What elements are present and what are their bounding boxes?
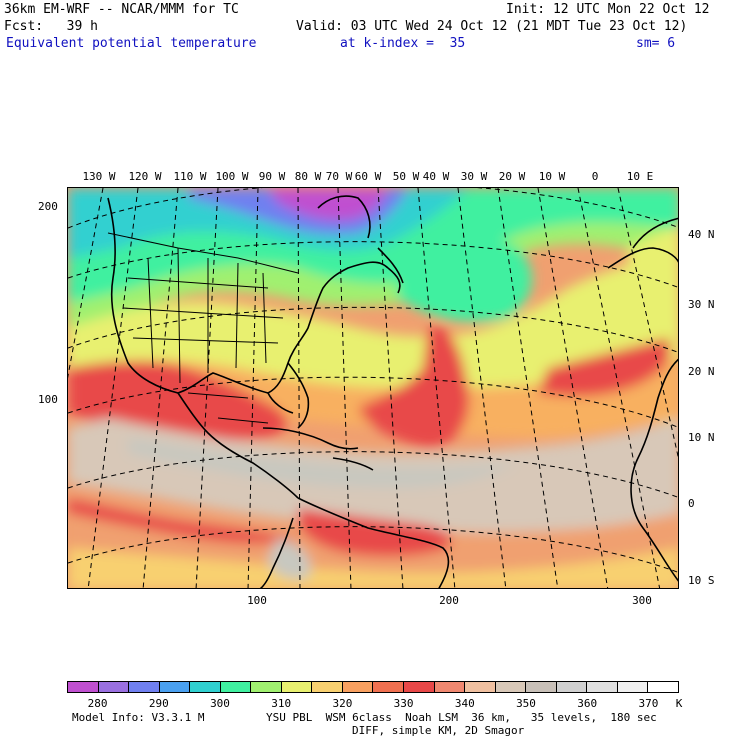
lon-label: 70 W <box>325 170 353 183</box>
lon-label: 10 E <box>626 170 654 183</box>
valid-time: Valid: 03 UTC Wed 24 Oct 12 (21 MDT Tue … <box>296 19 688 34</box>
colorbar-swatch <box>495 682 527 692</box>
forecast-hour: Fcst: 39 h <box>4 19 98 34</box>
grid-x-label-100: 100 <box>247 594 267 607</box>
colorbar-swatch <box>373 682 405 692</box>
colorbar-label: 320 <box>332 697 353 710</box>
physics-info: YSU PBL WSM 6class Noah LSM 36 km, 35 le… <box>266 711 657 724</box>
colorbar-swatch <box>617 682 649 692</box>
colorbar-swatch <box>68 682 99 692</box>
lon-label: 20 W <box>498 170 526 183</box>
grid-y-label-200: 200 <box>38 200 58 213</box>
colorbar-swatch <box>404 682 435 692</box>
graticule <box>68 188 678 588</box>
colorbar-label: 340 <box>454 697 475 710</box>
grid-x-label-200: 200 <box>439 594 459 607</box>
field-shading <box>68 188 678 588</box>
lon-label: 60 W <box>354 170 382 183</box>
colorbar-swatch <box>526 682 557 692</box>
political-borders <box>107 232 299 424</box>
colorbar-swatch <box>281 682 313 692</box>
lon-label: 40 W <box>422 170 450 183</box>
colorbar <box>67 681 679 693</box>
model-info: Model Info: V3.3.1 M <box>72 711 205 724</box>
colorbar-swatch <box>556 682 588 692</box>
colorbar-swatch <box>251 682 282 692</box>
colorbar-swatch <box>342 682 374 692</box>
lon-label: 110 W <box>173 170 207 183</box>
lon-label: 50 W <box>392 170 420 183</box>
colorbar-label: 360 <box>577 697 598 710</box>
lon-label: 130 W <box>82 170 116 183</box>
coastlines <box>107 195 678 588</box>
colorbar-swatch <box>587 682 618 692</box>
lat-label: 30 N <box>688 298 715 311</box>
lat-label: 10 S <box>688 574 715 587</box>
colorbar-swatch <box>465 682 496 692</box>
colorbar-label: 370 <box>638 697 659 710</box>
colorbar-label: K <box>675 697 683 710</box>
lon-label: 10 W <box>538 170 566 183</box>
colorbar-swatch <box>220 682 252 692</box>
diffusion-info: DIFF, simple KM, 2D Smagor <box>352 724 525 737</box>
colorbar-swatch <box>434 682 466 692</box>
grid-y-label-100: 100 <box>38 393 58 406</box>
colorbar-label: 300 <box>210 697 230 710</box>
lat-label: 40 N <box>688 228 715 241</box>
theta-e-map <box>68 188 678 588</box>
model-title: 36km EM-WRF -- NCAR/MMM for TC <box>4 2 239 17</box>
colorbar-label: 290 <box>148 697 169 710</box>
grid-x-label-300: 300 <box>632 594 652 607</box>
colorbar-swatch <box>98 682 130 692</box>
init-time: Init: 12 UTC Mon 22 Oct 12 <box>506 2 710 17</box>
lon-label: 80 W <box>294 170 322 183</box>
colorbar-swatch <box>190 682 221 692</box>
colorbar-swatch <box>648 682 678 692</box>
map-panel <box>67 187 679 589</box>
lat-label: 10 N <box>688 431 715 444</box>
lon-label: 0 <box>591 170 599 183</box>
lon-label: 120 W <box>128 170 162 183</box>
colorbar-swatch <box>159 682 191 692</box>
smoothing-info: sm= 6 <box>636 36 676 51</box>
colorbar-swatch <box>312 682 343 692</box>
colorbar-label: 280 <box>87 697 108 710</box>
lon-label: 90 W <box>258 170 286 183</box>
lon-label: 30 W <box>460 170 488 183</box>
colorbar-label: 310 <box>271 697 292 710</box>
field-name: Equivalent potential temperature <box>6 36 257 51</box>
colorbar-swatch <box>129 682 160 692</box>
lat-label: 20 N <box>688 365 715 378</box>
colorbar-label: 330 <box>393 697 414 710</box>
level-info: at k-index = 35 <box>340 36 466 51</box>
lat-label: 0 <box>688 497 695 510</box>
colorbar-label: 350 <box>516 697 536 710</box>
lon-label: 100 W <box>215 170 249 183</box>
